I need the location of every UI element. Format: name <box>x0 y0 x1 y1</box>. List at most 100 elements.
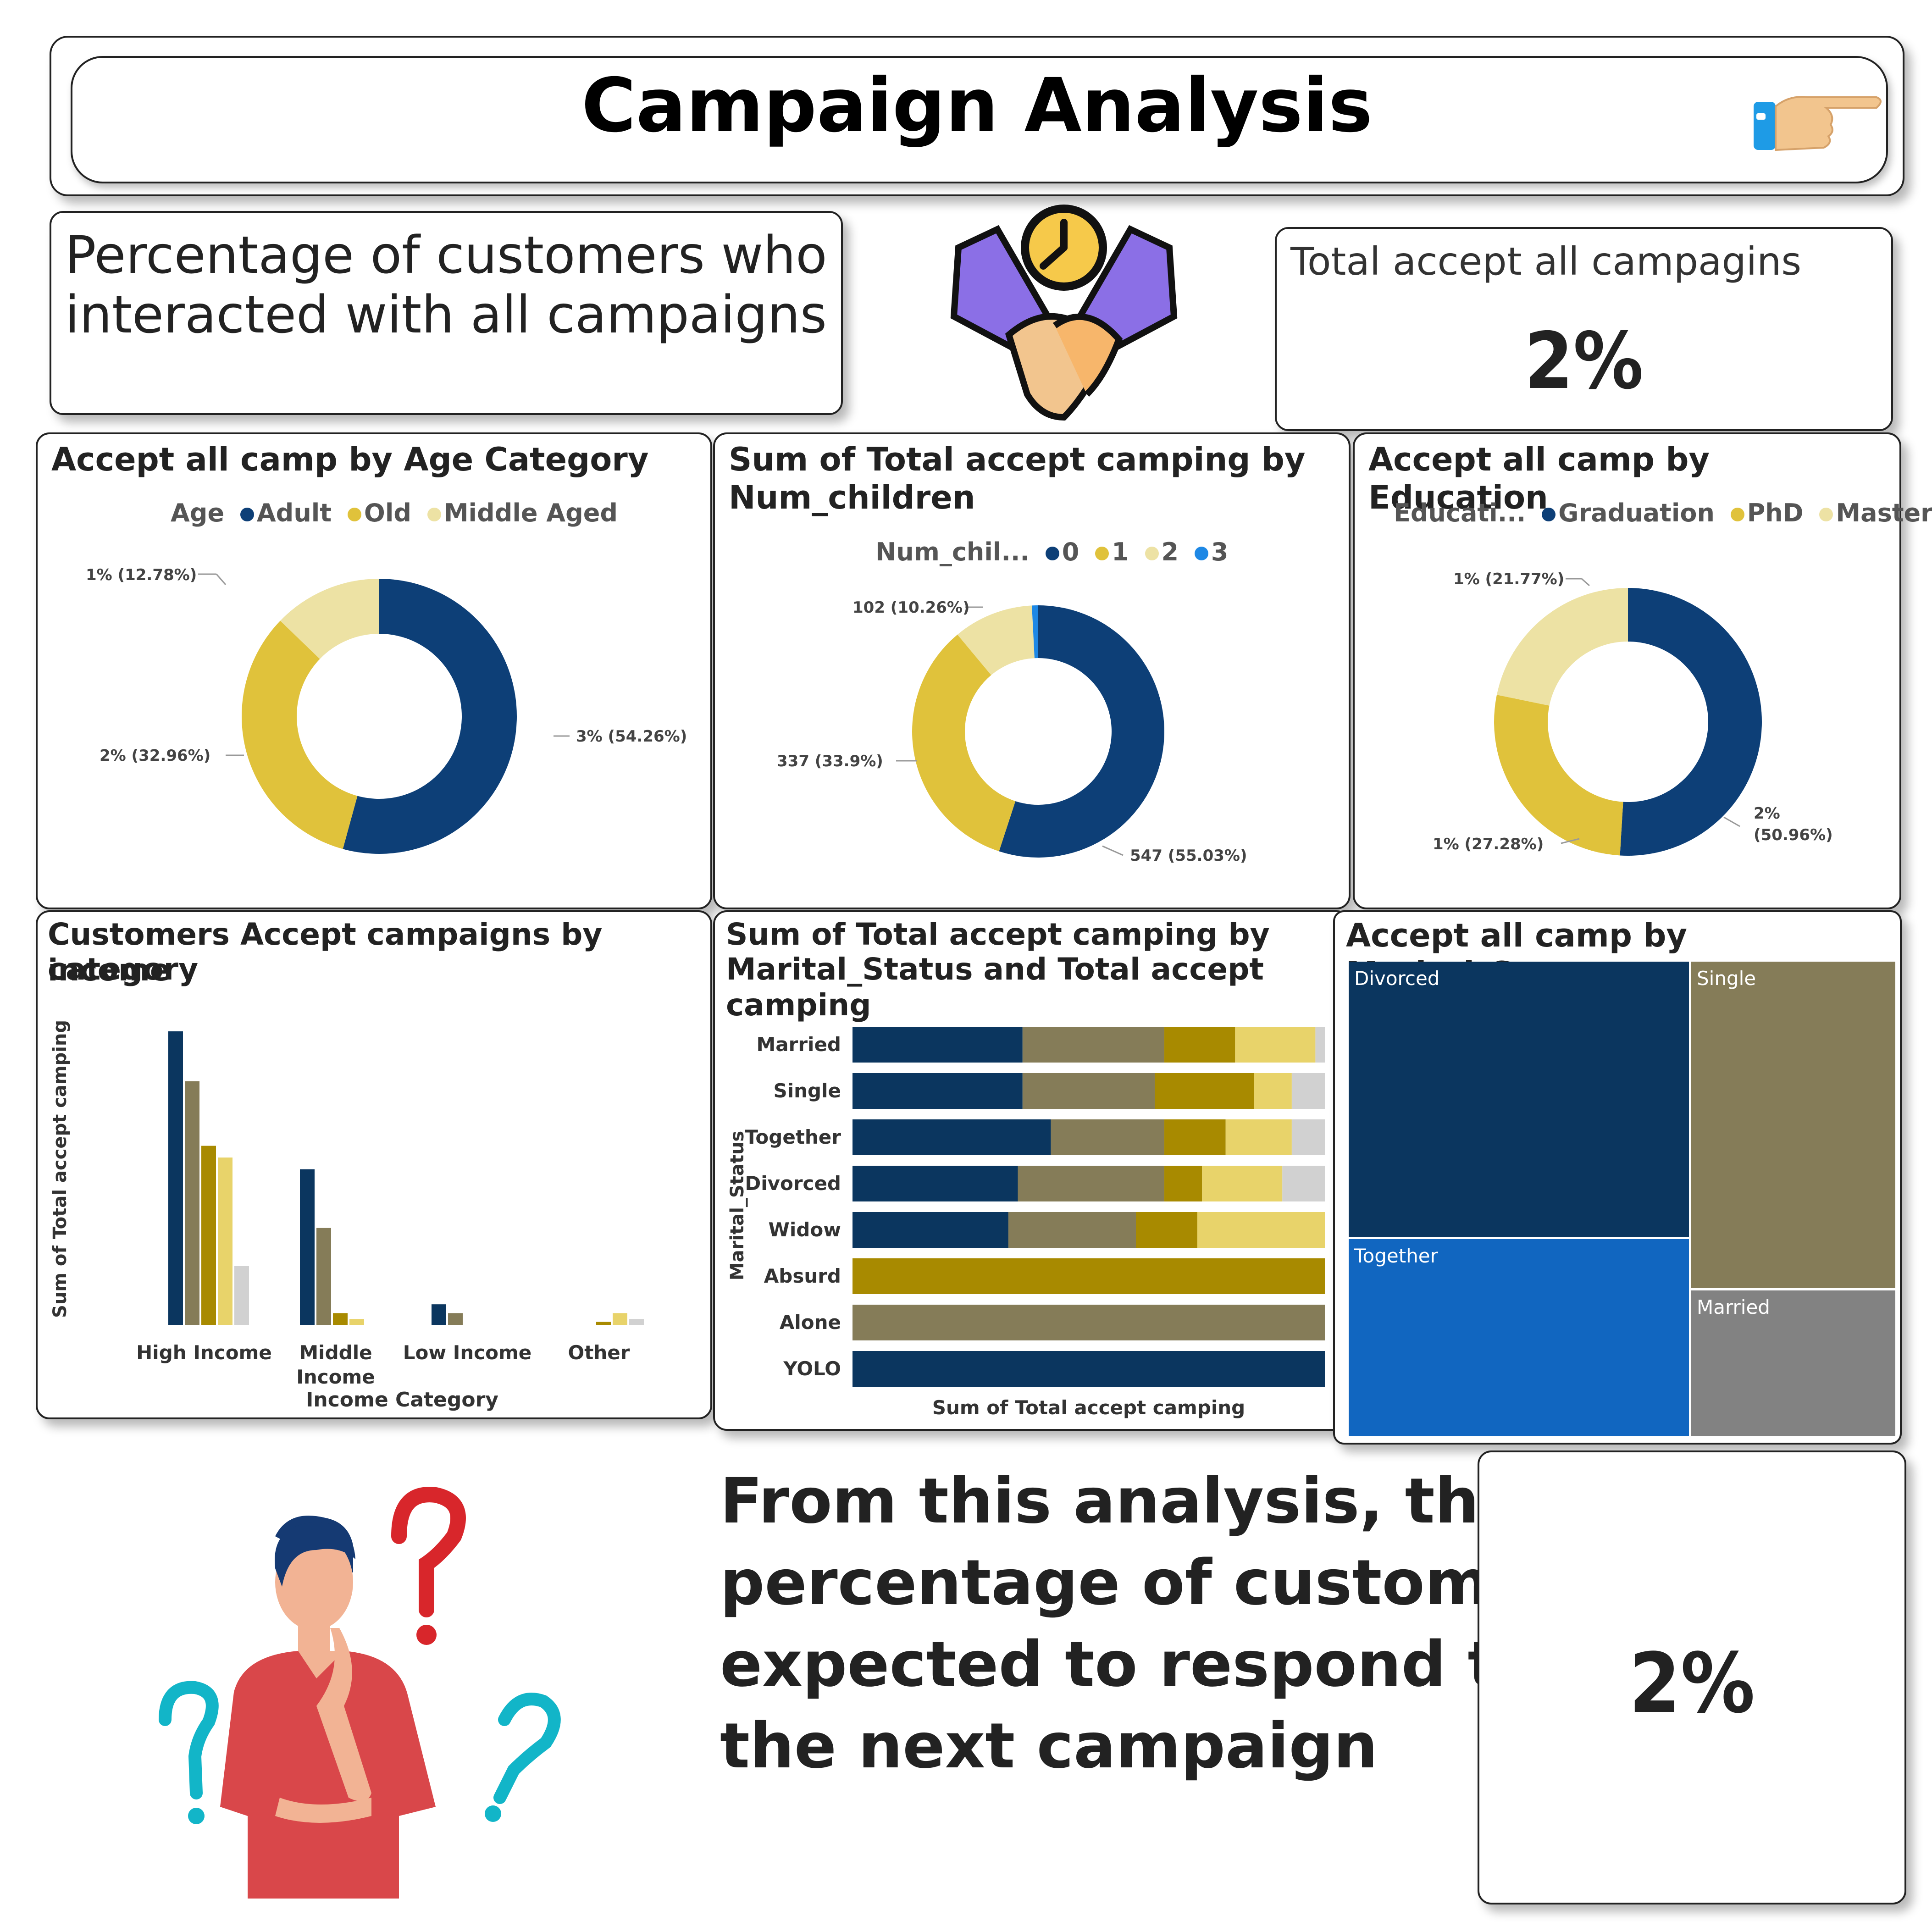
bar[interactable] <box>168 1031 183 1325</box>
marital-tick-label: Together <box>745 1126 841 1148</box>
bar-segment[interactable] <box>1136 1212 1197 1248</box>
education-label-master: 1% (21.77%) <box>1453 570 1564 588</box>
bar-segment[interactable] <box>853 1212 1008 1248</box>
bar[interactable] <box>629 1319 644 1325</box>
bar[interactable] <box>218 1157 233 1325</box>
bar-segment[interactable] <box>1155 1073 1254 1109</box>
age-legend-middle[interactable]: Middle Aged <box>443 498 618 527</box>
slice-adult[interactable] <box>343 579 517 854</box>
bar-segment[interactable] <box>1018 1166 1164 1201</box>
slice-master[interactable] <box>1497 588 1628 706</box>
age-chart-card[interactable]: Accept all camp by Age Category Age Adul… <box>36 432 712 909</box>
bar[interactable] <box>201 1146 216 1325</box>
bar-segment[interactable] <box>1254 1073 1292 1109</box>
bar[interactable] <box>185 1081 199 1325</box>
education-chart-card[interactable]: Accept all camp by Education Educati... … <box>1353 432 1932 909</box>
bar-rows[interactable]: Married Single Together Divorced Widow Absurd… <box>745 1027 1325 1387</box>
bar[interactable] <box>432 1304 446 1325</box>
children-chart-card[interactable]: Sum of Total accept camping by Num_child… <box>713 432 1351 909</box>
bar[interactable] <box>349 1319 364 1325</box>
bar-segment[interactable] <box>1197 1212 1325 1248</box>
bar[interactable] <box>613 1313 627 1325</box>
children-legend-2[interactable]: 2 <box>1161 537 1179 566</box>
bar-segment[interactable] <box>1164 1119 1226 1155</box>
education-label-grad-2: (50.96%) <box>1754 826 1833 844</box>
slice-3[interactable] <box>1032 605 1038 659</box>
header-inner <box>71 56 1888 183</box>
donut-slices[interactable] <box>242 579 517 854</box>
conclusion-line-4: the next campaign <box>720 1710 1378 1783</box>
bar[interactable] <box>596 1322 611 1325</box>
bar-segment[interactable] <box>853 1027 1023 1063</box>
conclusion-line-3: expected to respond to <box>720 1628 1540 1701</box>
bar[interactable] <box>316 1228 331 1325</box>
donut-slices[interactable] <box>912 605 1165 858</box>
age-legend-adult[interactable]: Adult <box>256 498 332 527</box>
pointing-hand-icon[interactable] <box>1748 81 1886 155</box>
treemap-cell-married[interactable]: Married <box>1691 1290 1895 1436</box>
bar-segment[interactable] <box>853 1119 1051 1155</box>
income-bar-chart[interactable]: Sum of Total accept camping High Income … <box>38 912 710 1417</box>
bar-segment[interactable] <box>1022 1073 1155 1109</box>
slice-2[interactable] <box>957 605 1035 675</box>
age-legend-old[interactable]: Old <box>364 498 411 527</box>
children-legend-title: Num_chil... <box>875 537 1030 566</box>
bar-segment[interactable] <box>1202 1166 1283 1201</box>
children-legend-1[interactable]: 1 <box>1112 537 1129 566</box>
bar-segment[interactable] <box>1291 1073 1325 1109</box>
legend-dot-icon <box>1819 508 1833 522</box>
bar-segment[interactable] <box>853 1166 1018 1201</box>
children-legend-0[interactable]: 0 <box>1062 537 1079 566</box>
slice-0[interactable] <box>999 605 1165 858</box>
age-label-old: 2% (32.96%) <box>100 747 210 765</box>
bar-segment[interactable] <box>853 1073 1023 1109</box>
treemap-cell-single[interactable]: Single <box>1691 962 1895 1288</box>
bar-segment[interactable] <box>1315 1027 1325 1063</box>
bar-segment[interactable] <box>1008 1212 1136 1248</box>
treemap-label-divorced: Divorced <box>1354 967 1440 990</box>
bar-segment[interactable] <box>853 1305 1325 1340</box>
children-legend-3[interactable]: 3 <box>1211 537 1229 566</box>
slice-middle-aged[interactable] <box>280 579 379 659</box>
bar[interactable] <box>234 1266 249 1325</box>
bar-segment[interactable] <box>1282 1166 1325 1201</box>
age-label-middle: 1% (12.78%) <box>86 566 197 584</box>
treemap-card[interactable]: Accept all camp by Marital_Status Divorc… <box>1333 910 1902 1445</box>
bar-segment[interactable] <box>1164 1027 1235 1063</box>
legend-dot-icon <box>1145 547 1159 561</box>
slice-graduation[interactable] <box>1620 588 1762 856</box>
marital-stacked-bar-chart[interactable]: Marital_Status Married Single Together Divo… <box>715 912 1349 1429</box>
education-legend-master[interactable]: Master <box>1836 498 1932 527</box>
education-legend-phd[interactable]: PhD <box>1747 498 1804 527</box>
bar[interactable] <box>333 1313 348 1325</box>
kpi-total-label: Total accept all campagins <box>1290 239 1802 284</box>
bar-segment[interactable] <box>1291 1119 1325 1155</box>
children-donut-chart[interactable]: 102 (10.26%) 337 (33.9%) 547 (55.03%) <box>715 434 1349 908</box>
bar-segment[interactable] <box>1235 1027 1316 1063</box>
education-label-grad-1: 2% <box>1754 804 1780 823</box>
education-legend-graduation[interactable]: Graduation <box>1558 498 1715 527</box>
bar[interactable] <box>300 1169 315 1325</box>
bar-segment[interactable] <box>1164 1166 1202 1201</box>
bars[interactable] <box>168 1031 644 1325</box>
marital-tick-label: Married <box>756 1033 841 1056</box>
bar-segment[interactable] <box>1022 1027 1164 1063</box>
children-label-1: 337 (33.9%) <box>777 752 883 770</box>
education-donut-chart[interactable]: 1% (21.77%) 2% (50.96%) 1% (27.28%) <box>1355 434 1899 908</box>
donut-slices[interactable] <box>1494 588 1762 856</box>
bar-segment[interactable] <box>853 1351 1325 1387</box>
bar[interactable] <box>448 1313 463 1325</box>
bar-segment[interactable] <box>1225 1119 1292 1155</box>
bar-segment[interactable] <box>853 1258 1325 1294</box>
income-tick-low: Low Income <box>403 1341 532 1364</box>
income-chart-card[interactable]: Customers Accept campaigns by income cat… <box>36 910 712 1419</box>
bar-segment[interactable] <box>1051 1119 1164 1155</box>
marital-bar-chart-card[interactable]: Sum of Total accept camping by Marital_S… <box>713 910 1351 1431</box>
treemap-cell-divorced[interactable]: Divorced <box>1349 962 1689 1237</box>
legend-dot-icon <box>1542 508 1556 522</box>
slice-phd[interactable] <box>1494 695 1623 856</box>
slice-1[interactable] <box>912 634 1016 852</box>
slice-old[interactable] <box>242 620 358 849</box>
age-donut-chart[interactable]: 1% (12.78%) 3% (54.26%) 2% (32.96%) <box>38 434 710 908</box>
treemap-cell-together[interactable]: Together <box>1349 1239 1689 1436</box>
